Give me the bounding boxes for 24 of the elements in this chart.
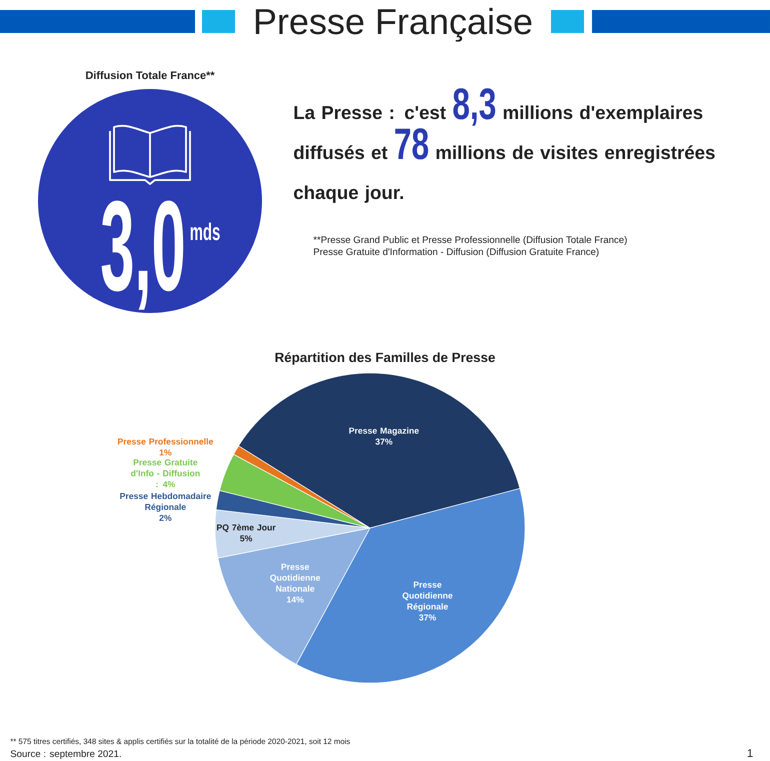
chart-title: Presse Française	[256, 8, 532, 42]
text: Diffusion Totale France**	[86, 71, 215, 80]
text: 3,0	[102, 200, 184, 310]
data-label: 14%	[287, 596, 304, 603]
text: mds	[190, 222, 220, 240]
data-label: 1%	[160, 449, 172, 456]
slice-label: Presse Magazine	[349, 427, 419, 436]
text: 1	[748, 749, 753, 758]
source-note: Source : septembre 2021.	[10, 750, 121, 759]
data-label: : 4%	[156, 481, 176, 488]
slice-label: Presse Quotidienne Régionale	[402, 582, 452, 612]
slice-label: PQ 7ème Jour	[217, 524, 276, 532]
data-label: 5%	[240, 535, 252, 542]
text: Presse Gratuite d'Information - Diffusion (Diffusion Gratuite France)	[314, 248, 598, 257]
text: La Presse : c'est 8,3 millions d'exemplaires diffusés et 78 millions de visites enregistrées chaque jour.	[294, 88, 715, 203]
data-label: 37%	[375, 438, 392, 445]
data-label: 37%	[419, 614, 436, 621]
slice-label: Presse Hebdomadaire Régionale	[120, 492, 211, 512]
slice-label: Presse Quotidienne Nationale	[270, 564, 320, 592]
slice-label: Presse Professionnelle	[118, 438, 214, 445]
data-label: 2%	[159, 514, 172, 521]
text: **Presse Grand Public et Presse Professionnelle (Diffusion Totale France)	[313, 236, 627, 245]
chart-subtitle: Répartition des Familles de Presse	[275, 352, 495, 365]
slice-label: Presse Gratuite d'Info - Diffusion	[131, 459, 200, 476]
